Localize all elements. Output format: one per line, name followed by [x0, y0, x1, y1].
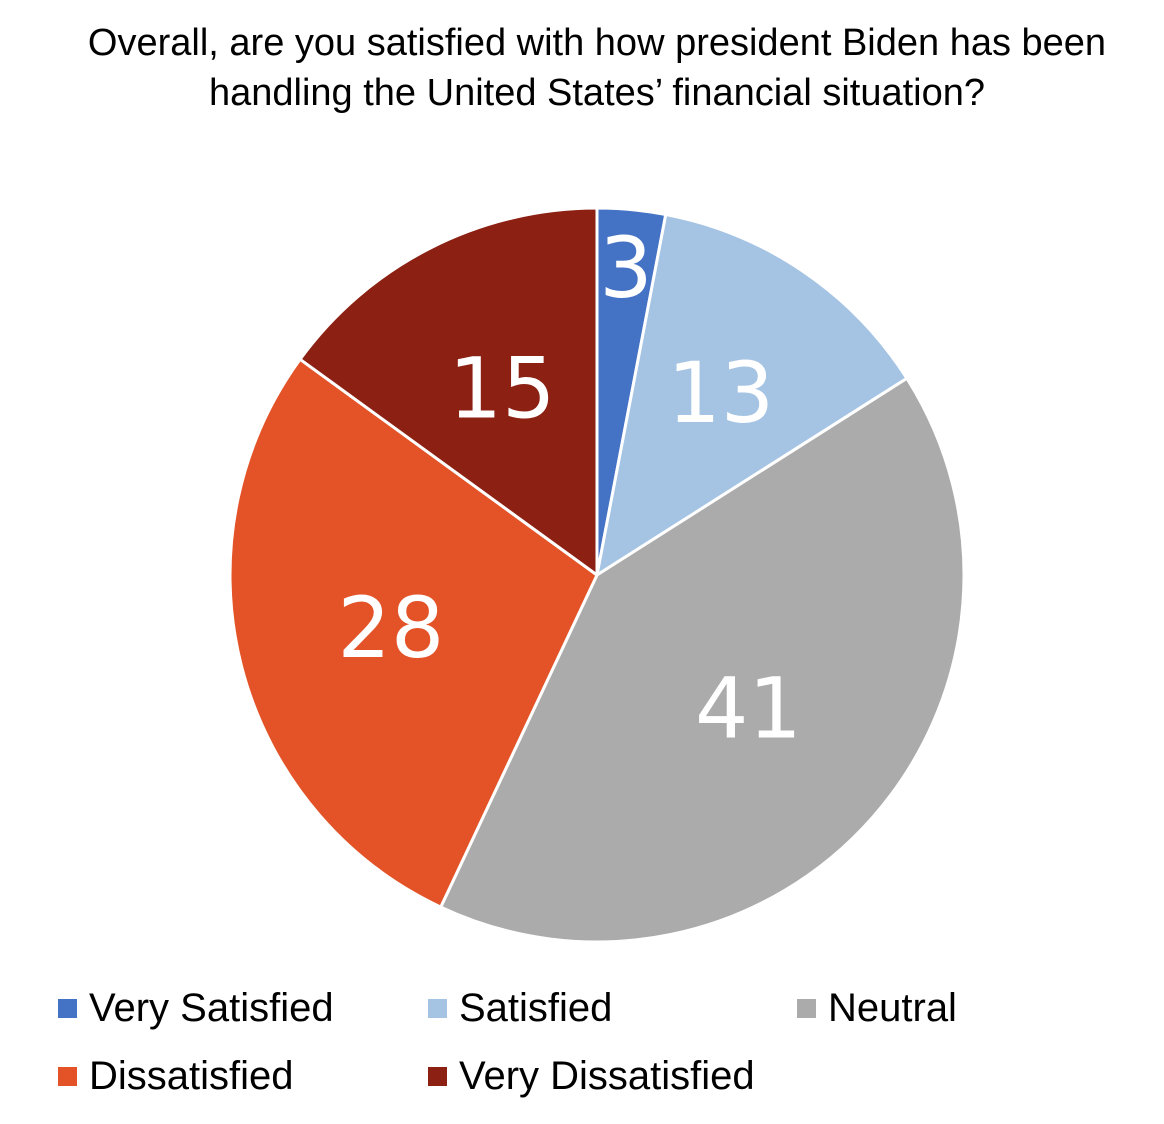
pie-slice-neutral: [439, 376, 966, 944]
legend-item-very-satisfied: Very Satisfied: [58, 980, 334, 1036]
data-label-satisfied: 13: [667, 344, 774, 442]
pie-slice-satisfied: [595, 213, 909, 577]
data-label-very-satisfied: 3: [599, 219, 652, 317]
legend-swatch: [58, 998, 77, 1018]
legend-item-dissatisfied: Dissatisfied: [58, 1048, 294, 1104]
legend-swatch: [58, 1066, 77, 1086]
legend-swatch: [428, 1066, 447, 1086]
legend-label: Satisfied: [459, 985, 613, 1030]
data-label-dissatisfied: 28: [337, 579, 444, 677]
pie-slices: [228, 206, 966, 944]
legend-label: Neutral: [828, 985, 957, 1030]
chart-title: Overall, are you satisfied with how pres…: [87, 22, 1107, 114]
legend-item-very-dissatisfied: Very Dissatisfied: [428, 1048, 755, 1104]
pie-slice-very-dissatisfied: [298, 206, 599, 577]
data-label-neutral: 41: [695, 659, 802, 757]
legend-swatch: [797, 998, 816, 1018]
legend-item-satisfied: Satisfied: [428, 980, 612, 1036]
legend-label: Very Dissatisfied: [459, 1053, 755, 1098]
legend-label: Dissatisfied: [89, 1053, 294, 1098]
legend: Very Satisfied Satisfied Neutral Dissati…: [58, 980, 1138, 1110]
legend-label: Very Satisfied: [89, 985, 334, 1030]
legend-item-neutral: Neutral: [797, 980, 957, 1036]
pie-labels: 313 41 28 15: [337, 219, 801, 757]
data-label-very-dissatisfied: 15: [449, 340, 556, 438]
pie-slice-dissatisfied: [228, 357, 599, 909]
legend-swatch: [428, 998, 447, 1018]
